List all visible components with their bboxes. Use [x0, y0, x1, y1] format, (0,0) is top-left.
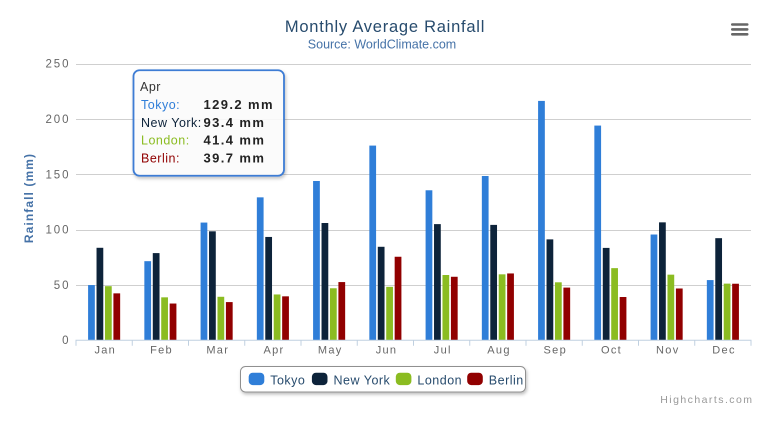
svg-text:93.4 mm: 93.4 mm	[204, 115, 266, 130]
svg-text:Oct: Oct	[601, 345, 622, 357]
svg-text:London: London	[417, 374, 462, 388]
svg-text:Highcharts.com: Highcharts.com	[660, 394, 753, 406]
svg-text:Berlin:: Berlin:	[141, 151, 180, 165]
svg-text:200: 200	[46, 114, 71, 126]
svg-text:Berlin: Berlin	[489, 374, 524, 388]
svg-text:39.7 mm: 39.7 mm	[204, 150, 266, 165]
svg-text:100: 100	[46, 225, 71, 237]
svg-text:Mar: Mar	[206, 345, 229, 357]
svg-text:Jan: Jan	[94, 345, 116, 357]
svg-text:250: 250	[46, 59, 71, 71]
svg-text:Source: WorldClimate.com: Source: WorldClimate.com	[308, 38, 456, 52]
svg-text:50: 50	[54, 280, 71, 292]
svg-text:Sep: Sep	[544, 345, 567, 357]
svg-text:150: 150	[46, 169, 71, 181]
svg-text:Dec: Dec	[712, 345, 735, 357]
svg-text:New York:: New York:	[141, 116, 202, 130]
svg-text:Feb: Feb	[150, 345, 173, 357]
svg-text:Nov: Nov	[656, 345, 679, 357]
svg-text:Aug: Aug	[487, 345, 510, 357]
svg-text:Monthly Average Rainfall: Monthly Average Rainfall	[285, 18, 485, 36]
svg-text:0: 0	[62, 335, 70, 347]
svg-text:Apr: Apr	[140, 80, 161, 94]
svg-text:New York: New York	[334, 374, 391, 388]
svg-text:Tokyo:: Tokyo:	[141, 98, 180, 112]
svg-text:Jun: Jun	[376, 345, 398, 357]
svg-text:Rainfall (mm): Rainfall (mm)	[22, 153, 36, 243]
svg-text:Apr: Apr	[264, 345, 285, 357]
svg-text:Jul: Jul	[434, 345, 452, 357]
svg-text:129.2 mm: 129.2 mm	[204, 97, 274, 112]
svg-text:May: May	[318, 345, 343, 357]
svg-text:41.4 mm: 41.4 mm	[204, 133, 266, 148]
svg-text:London:: London:	[141, 134, 190, 148]
svg-text:Tokyo: Tokyo	[270, 374, 305, 388]
